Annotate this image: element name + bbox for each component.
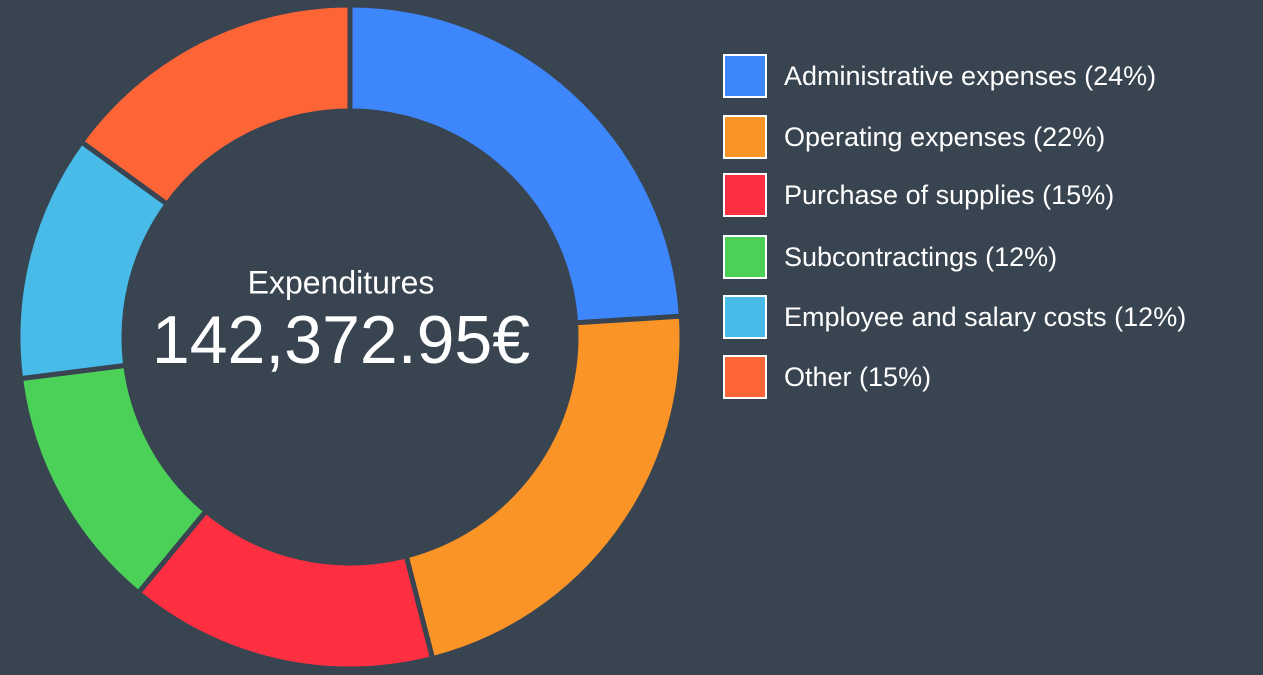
slice [77,2,353,208]
legend-value: (12%) [1114,302,1186,332]
legend-name: Employee and salary costs [784,302,1107,332]
legend-swatch [723,235,767,279]
legend-value: (24%) [1084,61,1156,91]
legend-swatch [723,355,767,399]
donut [15,2,685,672]
legend-swatch [723,54,767,98]
legend-label: Administrative expenses (24%) [784,61,1156,91]
legend-name: Subcontractings [784,242,978,272]
legend-label: Subcontractings (12%) [784,242,1057,272]
legend-label: Purchase of supplies (15%) [784,180,1114,210]
legend-value: (12%) [985,242,1057,272]
legend-swatch [723,295,767,339]
legend-name: Other [784,362,852,392]
center-value: 142,372.95€ [152,302,530,378]
legend-swatch [723,173,767,217]
legend-label: Operating expenses (22%) [784,122,1105,152]
legend-value: (15%) [859,362,931,392]
legend-name: Operating expenses [784,122,1026,152]
center-label: Expenditures [248,264,435,300]
legend-label: Employee and salary costs (12%) [784,302,1186,332]
legend-name: Administrative expenses [784,61,1077,91]
legend-value: (15%) [1042,180,1114,210]
legend-swatch [723,115,767,159]
slice [347,2,684,326]
legend-name: Purchase of supplies [784,180,1035,210]
legend: Administrative expenses (24%) Operating e… [723,54,1186,399]
legend-label: Other (15%) [784,362,931,392]
slice [403,313,685,662]
legend-value: (22%) [1033,122,1105,152]
